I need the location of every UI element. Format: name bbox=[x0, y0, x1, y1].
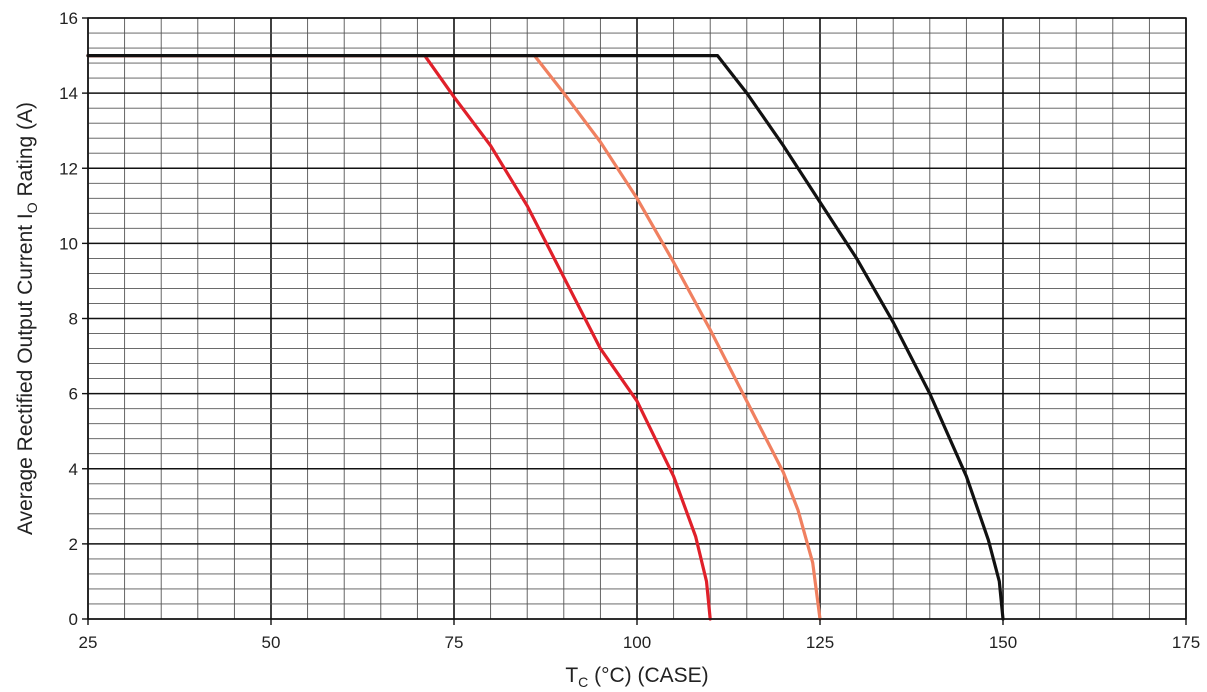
y-axis-label-rest: Rating (A) bbox=[14, 102, 37, 202]
x-axis-label-rest: (°C) (CASE) bbox=[588, 664, 708, 687]
y-tick-label: 14 bbox=[59, 84, 78, 103]
x-tick-label: 25 bbox=[79, 633, 98, 652]
grid bbox=[87, 17, 1187, 620]
y-tick-label: 0 bbox=[69, 610, 78, 629]
series-line-1 bbox=[86, 54, 712, 621]
x-tick-labels: 25 50 75 100 125 150 175 bbox=[79, 619, 1200, 652]
y-axis-label-sub: O bbox=[24, 202, 40, 213]
x-tick-label: 75 bbox=[445, 633, 464, 652]
y-tick-label: 12 bbox=[59, 159, 78, 178]
x-tick-label: 100 bbox=[623, 633, 651, 652]
x-axis-label: TC (°C) (CASE) bbox=[565, 664, 708, 690]
series-line-3 bbox=[86, 54, 1005, 621]
y-tick-label: 10 bbox=[59, 234, 78, 253]
y-tick-label: 8 bbox=[69, 310, 78, 329]
y-tick-label: 16 bbox=[59, 9, 78, 28]
y-axis-label: Average Rectified Output Current IO Rati… bbox=[14, 102, 40, 535]
series-group bbox=[86, 54, 1005, 621]
x-axis-label-main: T bbox=[565, 664, 578, 687]
y-tick-label: 2 bbox=[69, 535, 78, 554]
series-line-2 bbox=[86, 54, 822, 621]
y-tick-label: 6 bbox=[69, 385, 78, 404]
x-tick-label: 150 bbox=[989, 633, 1017, 652]
x-tick-label: 50 bbox=[262, 633, 281, 652]
x-tick-label: 125 bbox=[806, 633, 834, 652]
x-tick-label: 175 bbox=[1172, 633, 1200, 652]
y-tick-label: 4 bbox=[69, 460, 78, 479]
y-axis-label-main: Average Rectified Output Current I bbox=[14, 213, 37, 535]
y-tick-labels: 0 2 4 6 8 10 12 14 16 bbox=[59, 9, 88, 629]
x-axis-label-sub: C bbox=[578, 674, 588, 690]
